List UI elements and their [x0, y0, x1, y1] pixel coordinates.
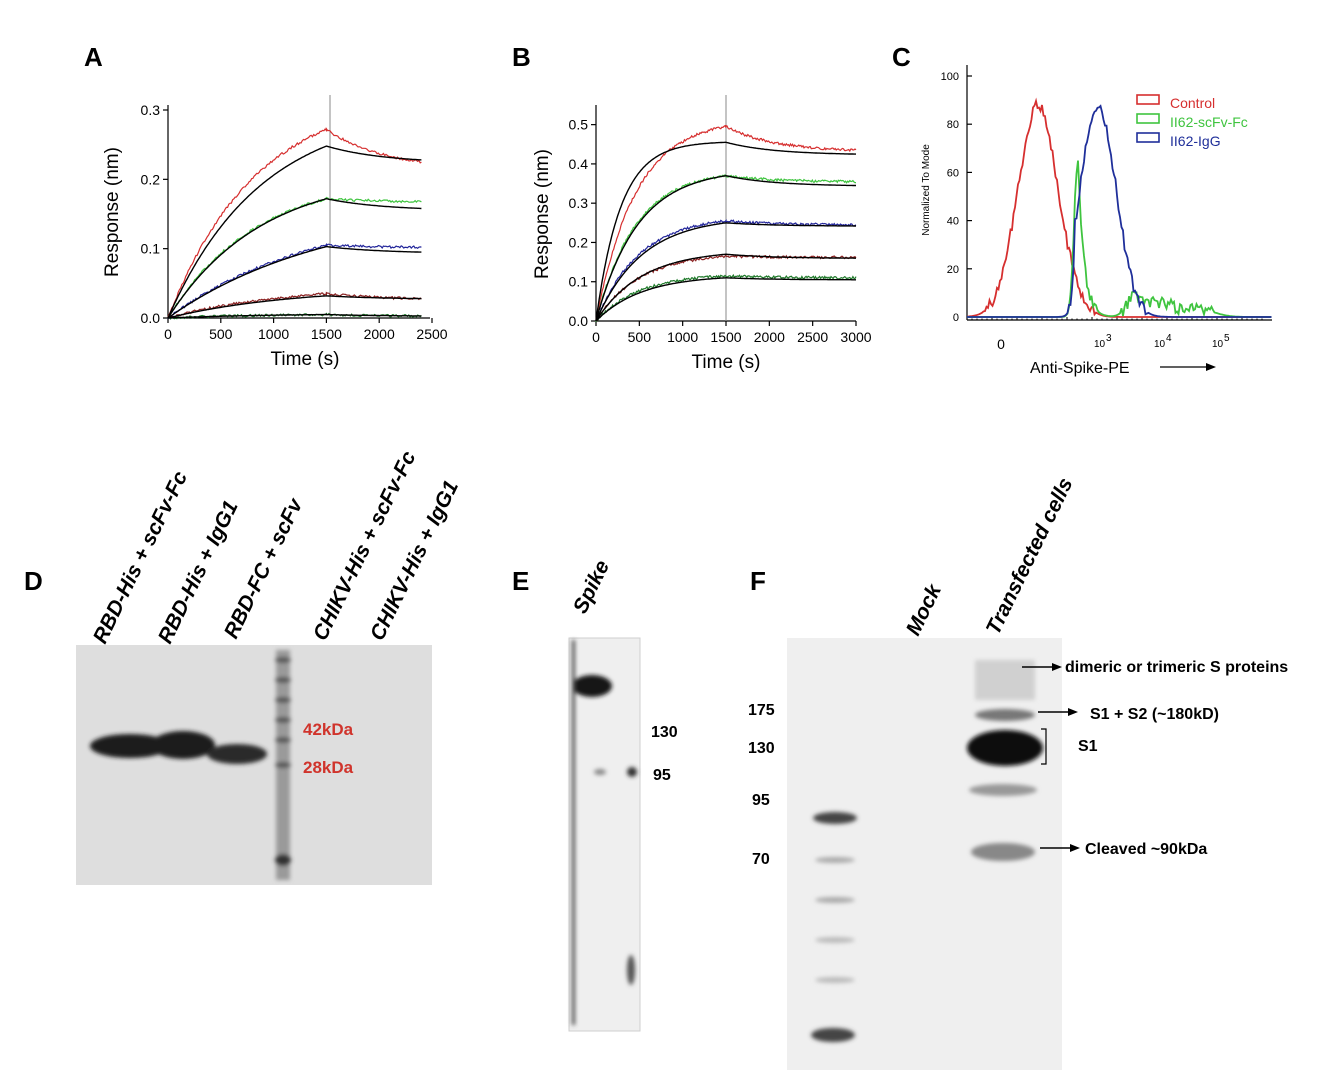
svg-text:10: 10: [1212, 339, 1224, 350]
svg-text:5: 5: [1224, 333, 1230, 344]
blot-f-marker-130: 130: [748, 740, 775, 757]
lane-label-f-mock: Mock: [902, 580, 947, 640]
fit-curve: [168, 247, 421, 318]
y-tick-label: 0.3: [141, 102, 161, 118]
blot-d-membrane: [76, 645, 432, 885]
legend-swatch-control: [1137, 95, 1159, 104]
svg-text:3: 3: [1106, 333, 1112, 344]
y-tick-label: 0.2: [569, 234, 589, 250]
panel-a: A 0 500 1000 1500 2000 2500 0.0 0.1 0.2 0.3 Time …: [84, 42, 448, 370]
y-tick-label: 0.0: [569, 313, 589, 329]
blot-f-marker-95: 95: [752, 792, 770, 809]
panel-d: D RBD-His + scFv-Fc RBD-His + IgG1 RBD-F…: [24, 447, 463, 885]
y-tick-label: 60: [947, 167, 959, 179]
anno-s1: S1: [1078, 738, 1098, 755]
panel-a-y-label: Response (nm): [102, 147, 123, 277]
y-tick-label: 0.3: [569, 195, 589, 211]
panel-c-x-tick-10-5: 105: [1212, 333, 1230, 350]
y-tick-label: 0.1: [141, 241, 161, 257]
lane-label-e-spike: Spike: [569, 556, 614, 617]
x-tick-label: 2500: [797, 329, 828, 345]
blot-e-marker-95: 95: [653, 767, 671, 784]
panel-label-e: E: [512, 566, 529, 596]
sensorgram-series: [168, 293, 421, 318]
y-tick-label: 80: [947, 119, 959, 131]
panel-c-legend: Control II62-scFv-Fc II62-IgG: [1137, 95, 1248, 149]
svg-text:10: 10: [1154, 339, 1166, 350]
x-tick-label: 2000: [754, 329, 785, 345]
histogram-scfv-fc: [967, 161, 1272, 317]
panel-c-series: [967, 101, 1272, 317]
svg-text:10: 10: [1094, 339, 1106, 350]
panel-label-c: C: [892, 42, 911, 72]
lane-label-d-4: CHIKV-His + scFv-Fc: [309, 447, 421, 644]
blot-d-marker-42kda: 42kDa: [303, 720, 354, 739]
y-tick-label: 0: [953, 312, 959, 324]
anno-cleaved: Cleaved ~90kDa: [1085, 841, 1207, 858]
panel-e: E Spike 130 95: [512, 556, 678, 1031]
y-tick-label: 20: [947, 264, 959, 276]
panel-a-series: [168, 129, 421, 319]
blot-f-marker-175: 175: [748, 702, 775, 719]
panel-c-y-label: Normalized To Mode: [921, 144, 932, 236]
y-tick-label: 100: [941, 71, 959, 83]
y-tick-label: 0.4: [569, 156, 589, 172]
svg-text:4: 4: [1166, 333, 1172, 344]
legend-label-control: Control: [1170, 95, 1215, 111]
lane-label-f-transfected: Transfected cells: [982, 474, 1078, 638]
panel-b: B 0 500 1000 1500 2000 2500 3000 0.0 0.1 0.2 0.3 0.…: [512, 42, 872, 373]
y-tick-label: 0.0: [141, 310, 161, 326]
blot-e-marker-130: 130: [651, 724, 678, 741]
y-tick-label: 0.1: [569, 274, 589, 290]
legend-swatch-scfv-fc: [1137, 114, 1159, 123]
fit-curve: [168, 199, 421, 318]
panel-c-x-tick-0: 0: [997, 336, 1005, 352]
panel-b-ticks: 0 500 1000 1500 2000 2500 3000 0.0 0.1 0.2 0.3 0.4 0…: [569, 117, 872, 345]
blot-d-marker-28kda: 28kDa: [303, 758, 354, 777]
x-tick-label: 500: [628, 329, 652, 345]
anno-s1s2: S1 + S2 (~180kD): [1090, 706, 1219, 723]
legend-swatch-igg: [1137, 133, 1159, 142]
y-tick-label: 0.2: [141, 171, 161, 187]
blot-f-marker-70: 70: [752, 851, 770, 868]
panel-c-x-tick-10-3: 103: [1094, 333, 1112, 350]
x-tick-label: 2000: [364, 326, 395, 342]
panel-label-f: F: [750, 566, 766, 596]
x-tick-label: 1500: [710, 329, 741, 345]
panel-c-x-arrow: [1160, 363, 1216, 371]
x-tick-label: 0: [164, 326, 172, 342]
panel-f: F Mock Transfected cells 175 130 95 70 d…: [748, 474, 1288, 1070]
histogram-igg: [967, 106, 1272, 317]
panel-label-a: A: [84, 42, 103, 72]
legend-label-igg: II62-IgG: [1170, 133, 1221, 149]
panel-b-x-label: Time (s): [692, 352, 761, 373]
panel-label-d: D: [24, 566, 43, 596]
x-tick-label: 500: [209, 326, 233, 342]
x-tick-label: 2500: [416, 326, 447, 342]
panel-c-x-tick-10-4: 104: [1154, 333, 1172, 350]
y-tick-label: 0.5: [569, 117, 589, 133]
x-tick-label: 1000: [667, 329, 698, 345]
panel-c: C 020406080100 0 103 104 105 Normalized …: [892, 42, 1272, 377]
legend-label-scfv-fc: II62-scFv-Fc: [1170, 114, 1248, 130]
sensorgram-series: [168, 198, 421, 318]
x-tick-label: 0: [592, 329, 600, 345]
x-tick-label: 3000: [840, 329, 871, 345]
y-tick-label: 40: [947, 216, 959, 228]
panel-c-x-label: Anti-Spike-PE: [1030, 360, 1130, 377]
anno-dimeric: dimeric or trimeric S proteins: [1065, 659, 1288, 676]
panel-a-x-label: Time (s): [271, 349, 340, 370]
x-tick-label: 1000: [258, 326, 289, 342]
panel-b-y-label: Response (nm): [532, 149, 553, 279]
x-tick-label: 1500: [311, 326, 342, 342]
panel-label-b: B: [512, 42, 531, 72]
